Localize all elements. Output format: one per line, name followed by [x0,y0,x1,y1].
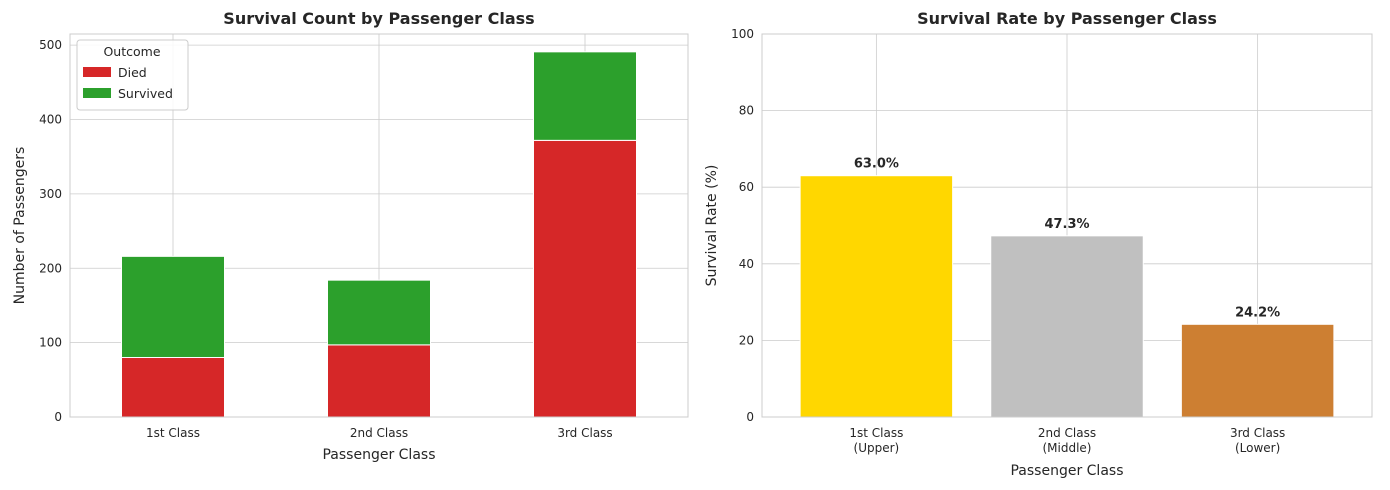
bar-rate-3 [1180,323,1335,418]
y-tick-label: 20 [739,333,754,347]
legend-swatch-died [83,67,111,77]
y-axis-label: Number of Passengers [12,147,28,305]
y-tick-label: 400 [39,113,62,127]
x-tick-label: 3rd Class (Lower) [1230,426,1285,455]
bar-rate-1 [799,175,954,418]
survival-count-chart: 0 100 200 300 400 500 1st Class 2nd Class 3rd Cl… [12,9,689,463]
axes-frame [761,33,1373,418]
bar-survived-1 [121,255,225,359]
bar-survived-3 [533,51,637,141]
y-tick-label: 500 [39,38,62,52]
y-axis-label: Survival Rate (%) [704,165,720,287]
chart-title: Survival Count by Passenger Class [223,9,534,28]
legend-label-survived: Survived [118,86,173,101]
y-tick-label: 0 [54,410,62,424]
data-label-3: 24.2% [1235,305,1280,320]
chart-title: Survival Rate by Passenger Class [917,9,1217,28]
legend-swatch-survived [83,88,111,98]
bar-rate-2 [990,235,1144,418]
x-tick-label: 1st Class [146,426,200,440]
x-tick-label: 1st Class (Upper) [849,426,903,455]
y-tick-label: 200 [39,261,62,275]
bar-survived-2 [327,279,431,346]
y-tick-label: 40 [739,257,754,271]
x-tick-label: 3rd Class [557,426,612,440]
y-tick-label: 300 [39,187,62,201]
y-tick-label: 0 [746,410,754,424]
axes-frame [69,33,689,418]
y-tick-label: 60 [739,180,754,194]
x-axis-label: Passenger Class [1010,463,1123,479]
bar-died-2 [327,344,431,418]
survival-rate-chart: 63.0% 47.3% 24.2% 0 20 40 60 80 100 1st Class (Upp… [704,9,1373,479]
bar-died-1 [121,357,225,418]
y-tick-label: 80 [739,104,754,118]
x-tick-label: 2nd Class (Middle) [1038,426,1096,455]
bar-died-3 [533,139,637,418]
legend-label-died: Died [118,65,147,80]
y-tick-label: 100 [731,27,754,41]
data-label-1: 63.0% [854,157,899,172]
legend: Outcome Died Survived [76,39,189,111]
data-label-2: 47.3% [1044,217,1089,232]
x-axis-label: Passenger Class [322,447,435,463]
y-tick-label: 100 [39,336,62,350]
legend-title: Outcome [103,44,160,59]
x-tick-label: 2nd Class [350,426,408,440]
